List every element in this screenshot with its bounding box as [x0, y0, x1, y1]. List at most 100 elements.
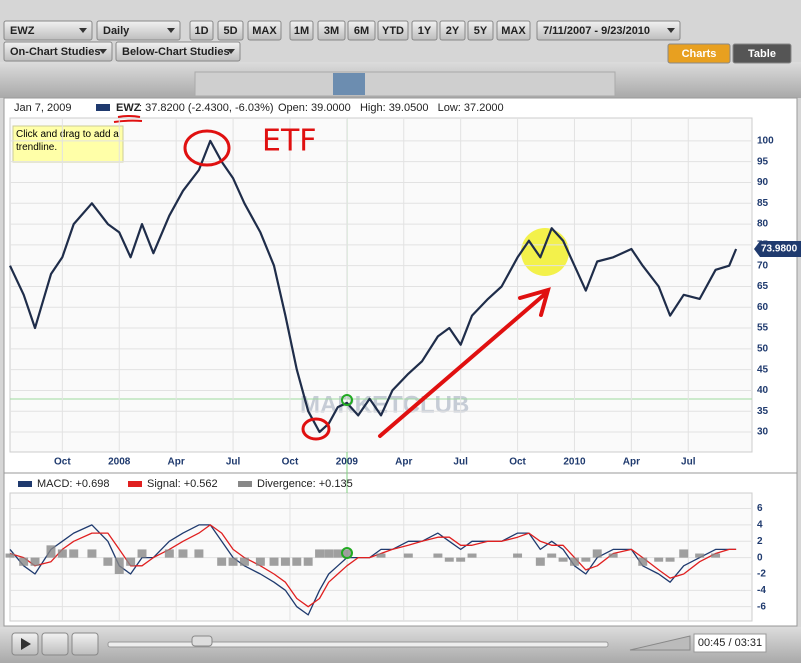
range-button[interactable] — [247, 20, 282, 41]
divergence-bar — [255, 557, 265, 566]
symbol-select[interactable] — [3, 20, 93, 41]
range-button-label: 2Y — [446, 25, 460, 37]
tool-active[interactable] — [333, 73, 365, 95]
divergence-bar — [695, 553, 705, 558]
divergence-bar — [456, 557, 466, 562]
divergence-bar — [403, 553, 413, 558]
divergence-bar — [303, 557, 313, 566]
range-button-label: 3M — [324, 25, 339, 37]
tab[interactable] — [667, 43, 731, 64]
interval-select[interactable] — [96, 20, 181, 41]
underline-scribble — [113, 115, 143, 123]
progress-thumb[interactable] — [191, 635, 213, 647]
y-tick-label: 90 — [757, 177, 769, 188]
divergence-bar — [638, 557, 648, 566]
info-ohlc: Open: 39.0000 High: 39.0500 Low: 37.2000 — [278, 102, 504, 114]
indicator-line — [9, 524, 737, 608]
range-button[interactable] — [317, 20, 346, 41]
crosshair-dot — [341, 547, 353, 559]
x-tick-label: Jul — [681, 457, 696, 468]
highlight — [521, 228, 569, 276]
dropdown-arrow — [227, 49, 235, 54]
divergence-bar — [228, 557, 238, 566]
divergence-bar — [137, 549, 147, 558]
studies-select[interactable] — [3, 41, 113, 62]
y-tick-label: 40 — [757, 385, 769, 396]
range-button[interactable] — [411, 20, 438, 41]
y-tick-label: 6 — [757, 503, 763, 514]
legend-label: Divergence: +0.135 — [257, 478, 353, 490]
range-button[interactable] — [496, 20, 531, 41]
divergence-bar — [69, 549, 79, 558]
x-tick-label: Oct — [54, 457, 71, 468]
date-range[interactable] — [536, 20, 681, 41]
y-tick-label: 80 — [757, 219, 769, 230]
y-tick-label: 45 — [757, 364, 769, 375]
dropdown-arrow — [167, 28, 175, 33]
dropdown-arrow — [99, 49, 107, 54]
tooltip-text-box: Click and drag to add a trendline. — [16, 129, 119, 153]
divergence-bar — [569, 557, 579, 566]
range-button[interactable] — [347, 20, 376, 41]
divergence-bar — [513, 553, 523, 558]
range-button-label: 6M — [354, 25, 369, 37]
play-icon — [21, 638, 31, 650]
x-tick-label: 2009 — [336, 457, 359, 468]
range-button[interactable] — [289, 20, 314, 41]
range-button[interactable] — [189, 20, 214, 41]
arrow-scribble — [378, 287, 551, 438]
divergence-bar — [87, 549, 97, 558]
range-button-label: 1Y — [418, 25, 432, 37]
tab-label: Table — [748, 48, 776, 60]
divergence-bar — [46, 545, 56, 558]
range-button[interactable] — [467, 20, 494, 41]
divergence-bar — [467, 553, 477, 558]
divergence-bar — [5, 553, 15, 558]
x-tick-label: Apr — [623, 457, 640, 468]
divergence-bar — [444, 557, 454, 562]
divergence-bar — [679, 549, 689, 558]
volume[interactable] — [629, 635, 691, 651]
y-tick-label: -6 — [757, 601, 766, 612]
y-tick-label: 85 — [757, 198, 769, 209]
progress-track[interactable] — [107, 641, 609, 648]
divergence-bar — [178, 549, 188, 558]
last-value-tag — [754, 241, 801, 258]
pause-button[interactable] — [41, 632, 69, 656]
divergence-bar — [315, 549, 325, 558]
x-tick-label: Oct — [509, 457, 526, 468]
range-button[interactable] — [439, 20, 466, 41]
tab[interactable] — [732, 43, 792, 64]
tool-icons[interactable] — [194, 71, 616, 97]
divergence-bar — [333, 549, 343, 558]
y-tick-label: 4 — [757, 520, 763, 531]
plots: Oct 2008 Apr Jul Oct 2009 Apr Jul Oct 2010 Apr Jul 3… — [5, 118, 801, 621]
range-button[interactable] — [217, 20, 244, 41]
divergence-bar — [608, 553, 618, 558]
range-button-label: MAX — [252, 25, 277, 37]
y-tick-label: 30 — [757, 427, 769, 438]
range-button-label: 1M — [294, 25, 309, 37]
symbol-select-label: EWZ — [10, 25, 35, 37]
range-button-label: 1D — [194, 25, 208, 37]
divergence-bar — [292, 557, 302, 566]
studies-select-label: On-Chart Studies — [10, 46, 100, 58]
divergence-bar — [217, 557, 227, 566]
studies-select[interactable] — [115, 41, 241, 62]
crosshair-dot — [341, 394, 353, 406]
range-button[interactable] — [377, 20, 409, 41]
price-line — [9, 139, 738, 434]
x-tick-label: Apr — [168, 457, 185, 468]
y-tick-label: 60 — [757, 302, 769, 313]
divergence-bar — [57, 549, 67, 558]
divergence-bar — [535, 557, 545, 566]
divergence-bar — [126, 557, 136, 566]
divergence-bar — [280, 557, 290, 566]
dropdown-arrow — [667, 28, 675, 33]
stop-button[interactable] — [71, 632, 99, 656]
divergence-bar — [665, 557, 675, 562]
player-time: 00:45 / 03:31 — [698, 637, 762, 649]
dropdown-arrow — [79, 28, 87, 33]
